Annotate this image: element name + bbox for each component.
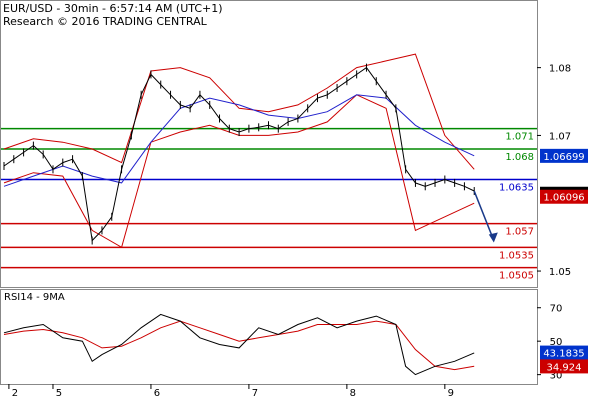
forecast-arrow-head	[488, 232, 498, 243]
rsi-y-tick-label: 30	[550, 371, 563, 382]
axes: 1.08 1.07 1.05 70 50 30 2 5 6 7 8 9	[8, 64, 571, 399]
level-label: 1.068	[505, 152, 534, 163]
rsi-badge-label: 43.1835	[543, 349, 584, 360]
rsi-y-tick-label: 50	[550, 337, 563, 348]
x-tick-label: 8	[350, 388, 356, 399]
rsi-y-tick-label: 70	[550, 304, 563, 315]
level-label: 1.057	[505, 227, 534, 238]
horizontal-levels: 1.071 1.068 1.0635 1.057 1.0535 1.0505	[1, 127, 537, 282]
x-tick-label: 7	[252, 388, 258, 399]
chart-copyright: Research © 2016 TRADING CENTRAL	[3, 15, 207, 28]
y-tick-label: 1.05	[549, 267, 571, 278]
chart-title: EUR/USD - 30min - 6:57:14 AM (UTC+1)	[3, 2, 223, 15]
level-label: 1.0635	[499, 183, 534, 194]
x-tick-label: 9	[448, 388, 454, 399]
level-label: 1.0505	[499, 271, 534, 282]
rsi-series: RSI14 - 9MA	[3, 292, 475, 376]
rsi-badge-bg	[540, 345, 588, 360]
x-tick-label: 6	[154, 388, 160, 399]
price-badge-bg	[540, 148, 588, 163]
y-tick-label: 1.07	[549, 131, 571, 142]
rsi-badge-label: 34.924	[547, 362, 582, 373]
price-series	[3, 63, 475, 245]
bollinger-upper-line	[3, 53, 475, 170]
price-badge-label: 1.06096	[543, 193, 584, 204]
rsi-title: RSI14 - 9MA	[4, 292, 65, 303]
main-panel-frame	[0, 0, 538, 288]
level-label: 1.071	[505, 132, 534, 143]
y-tick-label: 1.08	[549, 64, 571, 75]
x-tick-label: 5	[56, 388, 62, 399]
price-badge-bg	[540, 189, 588, 204]
level-label: 1.0535	[499, 250, 534, 261]
forecast-arrow-line	[473, 190, 495, 241]
rsi-line	[3, 313, 475, 376]
forecast-arrow	[473, 190, 498, 243]
rsi-badge-bg	[540, 359, 588, 374]
price-badge-label: 1.06699	[543, 152, 584, 163]
x-tick-label: 2	[12, 388, 18, 399]
